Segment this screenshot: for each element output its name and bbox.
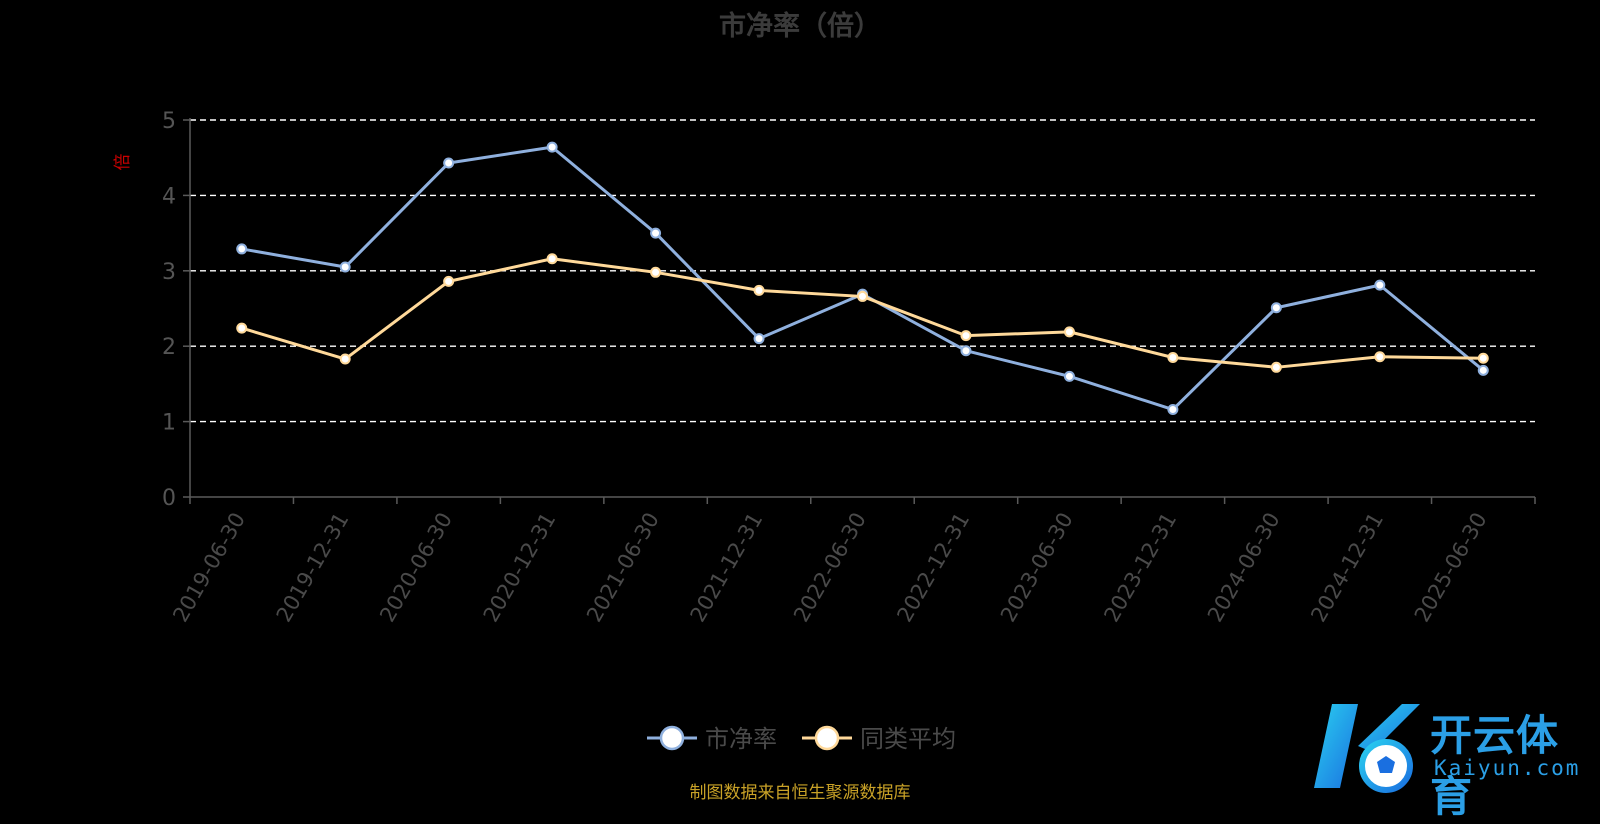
x-tick-label: 2023-06-30: [996, 508, 1078, 626]
data-point[interactable]: [1167, 404, 1179, 416]
brand-watermark: 开云体育 Kaiyun.com: [1310, 696, 1600, 821]
axes: [183, 118, 1536, 504]
legend-label: 同类平均: [860, 725, 956, 753]
source-note: 制图数据来自恒生聚源数据库: [689, 783, 911, 803]
data-point[interactable]: [236, 322, 248, 334]
data-point[interactable]: [650, 227, 662, 239]
kaiyun-logo-icon: [1314, 704, 1420, 793]
line-chart: 0 1 2 3 4 5 2019-06-30 2019-12-31 2020-06-30 202…: [113, 109, 1536, 753]
legend-swatch-marker: [814, 725, 840, 751]
legend: 市净率 同类平均: [647, 725, 956, 753]
legend-label: 市净率: [705, 725, 777, 753]
data-point[interactable]: [1270, 361, 1282, 373]
series-1: [236, 141, 1489, 416]
x-tick-label: 2019-06-30: [168, 508, 250, 626]
data-point[interactable]: [546, 141, 558, 153]
y-tick-label: 1: [162, 411, 176, 436]
y-tick-labels: 0 1 2 3 4 5: [162, 109, 176, 511]
x-tick-label: 2025-06-30: [1410, 508, 1492, 626]
series-lines: [236, 141, 1489, 416]
data-point[interactable]: [857, 290, 868, 302]
data-point[interactable]: [960, 330, 972, 342]
x-tick-label: 2019-12-31: [272, 508, 354, 626]
series-line: [241, 257, 1484, 369]
data-point[interactable]: [960, 345, 972, 357]
data-point[interactable]: [236, 243, 248, 255]
data-point[interactable]: [753, 284, 765, 296]
data-point[interactable]: [1270, 302, 1282, 314]
x-tick-label: 2020-12-31: [479, 508, 561, 626]
x-tick-label: 2022-06-30: [789, 508, 871, 626]
data-point[interactable]: [1477, 352, 1489, 364]
brand-name-en: Kaiyun.com: [1434, 756, 1581, 780]
data-point[interactable]: [1374, 279, 1386, 291]
data-point[interactable]: [443, 275, 455, 287]
x-tick-label: 2024-06-30: [1203, 508, 1285, 626]
x-tick-label: 2024-12-31: [1306, 508, 1388, 626]
data-point[interactable]: [443, 157, 455, 169]
legend-item[interactable]: 市净率: [647, 725, 777, 753]
x-tick-label: 2021-06-30: [582, 508, 664, 626]
legend-swatch-marker: [659, 725, 685, 751]
data-point[interactable]: [753, 333, 765, 345]
y-tick-label: 2: [162, 335, 176, 360]
x-tick-labels: 2019-06-30 2019-12-31 2020-06-30 2020-12-31…: [168, 508, 1491, 626]
data-point[interactable]: [1063, 370, 1075, 382]
data-point[interactable]: [1063, 326, 1075, 338]
x-tick-label: 2023-12-31: [1099, 508, 1181, 626]
y-tick-label: 3: [162, 260, 176, 285]
y-tick-label: 0: [162, 486, 176, 511]
data-point[interactable]: [339, 353, 351, 365]
data-point[interactable]: [1374, 351, 1386, 363]
x-tick-label: 2022-12-31: [892, 508, 974, 626]
x-tick-label: 2020-06-30: [375, 508, 457, 626]
data-point[interactable]: [546, 253, 558, 265]
data-point[interactable]: [339, 261, 351, 273]
gridlines: [190, 119, 1535, 423]
series-2: [236, 253, 1489, 373]
y-tick-label: 4: [162, 184, 176, 209]
chart-title: 市净率（倍）: [719, 11, 881, 42]
data-point[interactable]: [1477, 364, 1489, 376]
legend-item[interactable]: 同类平均: [802, 725, 956, 753]
y-axis-label: 倍: [113, 154, 133, 171]
data-point[interactable]: [650, 266, 662, 278]
y-tick-label: 5: [162, 109, 176, 134]
x-tick-label: 2021-12-31: [686, 508, 768, 626]
series-line: [241, 145, 1485, 412]
data-point[interactable]: [1167, 352, 1179, 364]
